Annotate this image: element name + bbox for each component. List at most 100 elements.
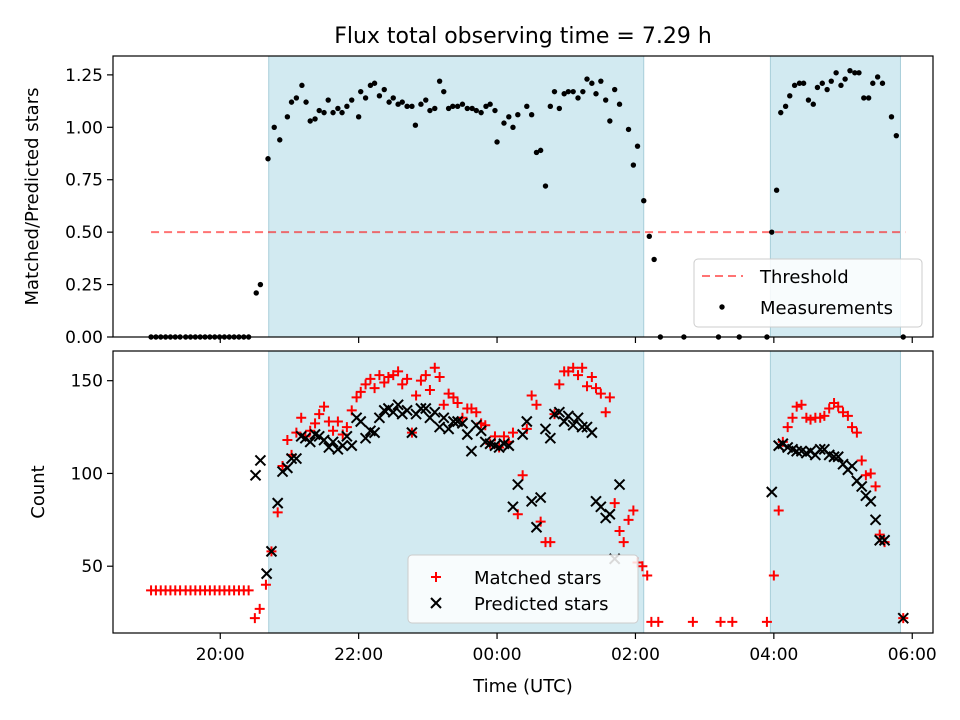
measurement-point [575, 95, 581, 101]
measurement-point [445, 105, 452, 112]
matched-star-point [471, 407, 482, 418]
predicted-star-point [595, 501, 607, 513]
matched-star-point [243, 585, 254, 596]
matched-star-point [355, 386, 366, 397]
measurement-point [386, 99, 392, 105]
matched-star-point [604, 392, 615, 403]
predicted-star-point [285, 452, 298, 465]
measurement-point [814, 84, 821, 91]
legend-measurement-swatch [719, 304, 725, 310]
measurement-point [454, 103, 461, 110]
matched-star-point [383, 371, 394, 382]
measurement-point [888, 114, 895, 120]
predicted-star-point [461, 428, 474, 441]
predicted-star-point [355, 415, 367, 428]
matched-star-point [365, 373, 376, 384]
legend-predicted-swatch [430, 597, 442, 609]
measurement-point [459, 101, 466, 107]
measurement-point [819, 80, 825, 86]
measurement-point [418, 101, 424, 107]
legend-measurement-label: Measurements [760, 298, 893, 319]
predicted-star-point [512, 478, 524, 491]
predicted-star-point [814, 443, 826, 456]
predicted-star-point [567, 419, 579, 431]
matched-star-point [851, 427, 862, 438]
measurement-point [537, 147, 544, 154]
measurement-point [510, 124, 516, 130]
matched-star-point [623, 514, 634, 525]
measurement-point [838, 82, 844, 89]
predicted-star-point [323, 441, 335, 454]
predicted-star-point [544, 432, 557, 444]
matched-star-point [874, 529, 885, 540]
measurement-point [390, 95, 396, 101]
predicted-star-point [562, 410, 575, 422]
predicted-star-point [406, 426, 418, 439]
matched-star-point [249, 613, 260, 624]
measurement-point [833, 70, 839, 76]
predicted-star-point [553, 406, 566, 418]
measurement-point [625, 126, 632, 133]
shaded-interval-2 [769, 350, 901, 634]
measurement-point [515, 112, 521, 118]
measurement-point [778, 109, 784, 116]
measurement-point [381, 86, 387, 93]
measurement-point [634, 143, 641, 149]
measurement-point [321, 109, 327, 116]
predicted-star-point [327, 436, 339, 448]
measurement-point [641, 197, 647, 204]
matched-star-point [360, 379, 371, 390]
count-y-ticks: 50 100 150 [71, 372, 113, 577]
shaded-interval-1 [268, 55, 645, 338]
measurement-point [299, 82, 305, 89]
measurement-point [423, 97, 429, 103]
predicted-star-point [766, 486, 778, 498]
predicted-star-point [318, 434, 330, 446]
y-tick-label: 150 [71, 372, 103, 392]
matched-star-point [653, 616, 664, 627]
predicted-star-point [368, 426, 381, 439]
matched-star-point [642, 570, 653, 581]
measurement-point [432, 105, 438, 112]
predicted-star-point [507, 501, 519, 513]
matched-star-point [402, 373, 413, 384]
matched-star-point [568, 362, 579, 373]
measurement-point [856, 70, 862, 76]
y-tick-label: 1.00 [65, 118, 103, 138]
legend-matched-label: Matched stars [474, 568, 601, 589]
measurement-point [893, 132, 900, 139]
measurement-point [528, 112, 535, 118]
measurement-point [257, 281, 264, 288]
predicted-star-point [249, 469, 262, 482]
matched-star-point [582, 381, 593, 392]
matched-star-point [526, 390, 537, 401]
matched-star-point [819, 410, 830, 421]
measurement-point [524, 103, 530, 110]
matched-star-point [586, 371, 597, 382]
measurement-point [349, 97, 355, 103]
matched-star-point [282, 435, 293, 446]
matched-star-point [351, 392, 362, 403]
measurement-point [506, 114, 512, 120]
measurement-point [769, 229, 775, 235]
measurement-point [598, 78, 604, 84]
measurement-point [293, 95, 300, 101]
measurement-point [436, 78, 443, 84]
x-tick-label: 22:00 [334, 645, 383, 665]
matched-star-point [782, 422, 793, 433]
measurement-point [616, 101, 623, 107]
matched-star-point [628, 505, 639, 516]
measurement-point [651, 256, 657, 263]
chart-title: Flux total observing time = 7.29 h [334, 24, 712, 49]
predicted-star-point [465, 445, 478, 457]
matched-star-point [332, 416, 343, 427]
y-tick-label: 0.25 [65, 276, 103, 296]
x-tick-label: 02:00 [611, 645, 660, 665]
matched-star-point [254, 603, 265, 614]
predicted-star-point [534, 491, 547, 504]
y-tick-label: 0.75 [65, 171, 103, 191]
predicted-star-point [401, 404, 413, 417]
measurement-point [879, 80, 886, 86]
matched-star-point [393, 366, 404, 377]
